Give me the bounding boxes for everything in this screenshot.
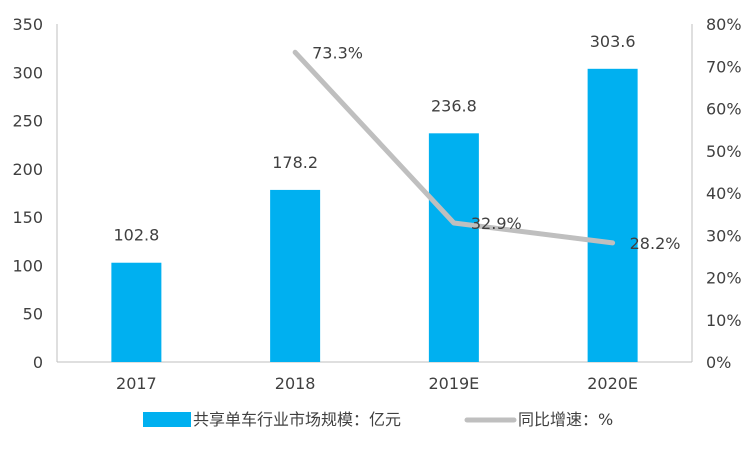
y-right-tick-label: 0% [706,353,731,372]
x-tick-label: 2019E [428,374,479,393]
bar-data-label: 303.6 [590,32,636,51]
y-right-tick-label: 50% [706,142,742,161]
bar-data-label: 178.2 [272,153,318,172]
bar [111,262,162,362]
bar [270,189,321,362]
y-right-tick-label: 10% [706,311,742,330]
growth-line-point [610,240,615,245]
bar-data-label: 102.8 [113,226,159,245]
legend-label-line: 同比增速：% [518,410,613,429]
x-tick-label: 2018 [275,374,316,393]
line-data-label: 73.3% [312,43,363,62]
y-left-tick-label: 350 [12,15,43,34]
y-right-tick-label: 70% [706,57,742,76]
legend-swatch-bar [143,412,191,427]
bar [428,133,479,362]
y-left-tick-label: 200 [12,160,43,179]
x-tick-label: 2017 [116,374,157,393]
y-right-tick-label: 20% [706,269,742,288]
y-left-tick-label: 100 [12,256,43,275]
legend-label-bar: 共享单车行业市场规模：亿元 [193,410,401,429]
bar [587,68,638,362]
y-left-tick-label: 0 [33,353,43,372]
y-left-tick-label: 300 [12,63,43,82]
line-data-label: 28.2% [630,234,681,253]
y-right-tick-label: 60% [706,100,742,119]
x-tick-label: 2020E [587,374,638,393]
y-right-tick-label: 30% [706,226,742,245]
growth-line-point [451,220,456,225]
growth-line-point [293,50,298,55]
line-data-label: 32.9% [471,214,522,233]
y-right-tick-label: 40% [706,184,742,203]
y-left-tick-label: 150 [12,208,43,227]
y-right-tick-label: 80% [706,15,742,34]
bar-data-label: 236.8 [431,96,477,115]
y-left-tick-label: 50 [23,305,43,324]
y-left-tick-label: 250 [12,112,43,131]
